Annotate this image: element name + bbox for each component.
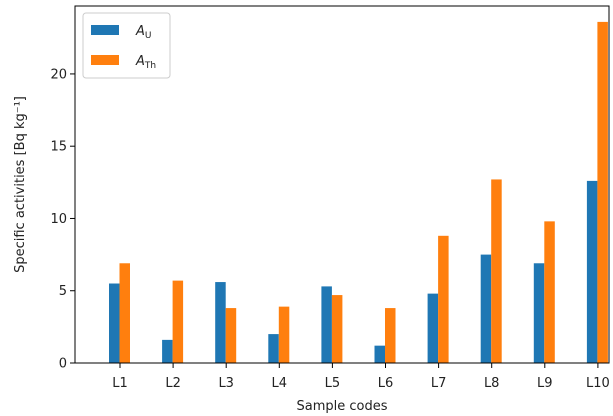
- y-tick-label: 10: [50, 212, 67, 227]
- bar-u-l8: [480, 254, 492, 363]
- bar-u-l1: [109, 283, 120, 363]
- bar-th-l9: [544, 221, 555, 363]
- bar-th-l5: [331, 295, 343, 363]
- x-tick-label-l4: L4: [272, 376, 288, 391]
- bar-th-l7: [438, 235, 449, 363]
- y-tick-label: 0: [59, 357, 67, 372]
- x-axis-ticks: L1 L2 L3 L4 L5 L6 L7 L8 L9 L10: [112, 363, 610, 391]
- bar-th-l2: [172, 280, 184, 363]
- x-tick-label-l8: L8: [484, 376, 500, 391]
- bar-th-l3: [225, 308, 237, 363]
- y-axis-ticks: 0 5 10 15 20: [50, 67, 75, 372]
- bar-th-l8: [491, 179, 502, 363]
- y-tick-label: 5: [59, 284, 67, 299]
- bar-u-l10: [586, 180, 598, 363]
- bar-th-l10: [597, 21, 608, 364]
- y-axis-label: Specific activities [Bq kg⁻¹]: [13, 96, 28, 273]
- bar-th-l1: [119, 263, 130, 363]
- x-tick-label-l10: L10: [586, 376, 610, 391]
- plot-frame: [74, 5, 610, 364]
- bar-u-l7: [427, 293, 439, 363]
- x-tick-label-l3: L3: [218, 376, 234, 391]
- legend-box: [82, 12, 171, 79]
- bar-u-l2: [162, 339, 173, 363]
- x-tick-label-l5: L5: [325, 376, 341, 391]
- x-axis-label: Sample codes: [297, 399, 388, 414]
- x-tick-label-l6: L6: [378, 376, 394, 391]
- bar-th-l4: [278, 306, 290, 363]
- legend-swatch-th: [91, 55, 119, 65]
- bar-u-l3: [215, 282, 226, 363]
- y-tick-label: 20: [50, 67, 67, 82]
- bar-u-l9: [533, 263, 545, 363]
- x-tick-label-l9: L9: [537, 376, 553, 391]
- x-tick-label-l2: L2: [165, 376, 181, 391]
- bar-th-l6: [385, 308, 396, 363]
- x-tick-label-l1: L1: [112, 376, 128, 391]
- bar-u-l5: [321, 286, 332, 363]
- bars-group: [109, 21, 608, 364]
- y-tick-label: 15: [50, 140, 67, 155]
- x-tick-label-l7: L7: [431, 376, 447, 391]
- legend-swatch-u: [91, 25, 119, 35]
- bar-u-l6: [374, 345, 385, 363]
- bar-u-l4: [268, 334, 279, 363]
